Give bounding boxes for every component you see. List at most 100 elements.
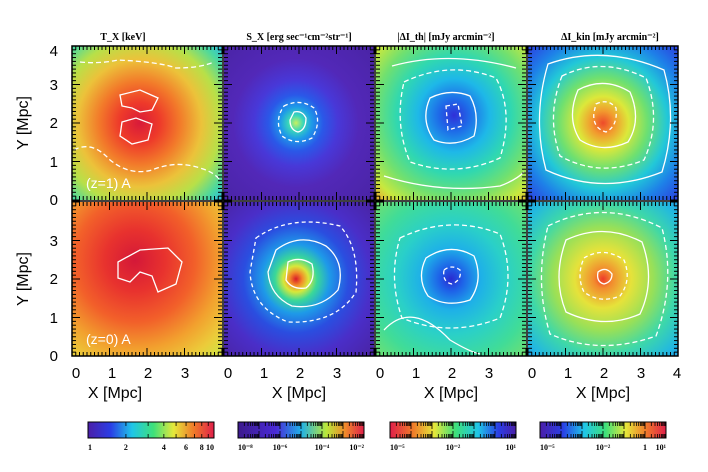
colorbar-tick-label: 10¹ <box>656 443 667 452</box>
contour-line <box>571 82 637 149</box>
x-tick-label: 3 <box>485 365 493 382</box>
panel-surface-brightness-z1 <box>224 46 374 200</box>
x-tick-label: 0 <box>224 365 232 382</box>
x-tick-label: 1 <box>108 365 116 382</box>
contour-line <box>399 69 507 170</box>
contour-line <box>420 248 479 304</box>
x-tick-label: 2 <box>144 365 152 382</box>
colorbar-tick-label: 10⁻² <box>446 443 461 452</box>
y-axis-label-bottom: Y [Mpc] <box>15 252 32 306</box>
x-tick-label: 0 <box>376 365 384 382</box>
panel-temperature-z1 <box>72 46 222 200</box>
contour-line <box>552 65 655 169</box>
colorbar-tick-label: 10⁻⁵ <box>540 443 555 452</box>
colorbar-tick-label: 1 <box>88 443 92 452</box>
x-tick-label: 2 <box>448 365 456 382</box>
panel-temperature-z0 <box>72 202 222 356</box>
x-axis-label: X [Mpc] <box>424 385 478 402</box>
x-tick-label: 3 <box>637 365 645 382</box>
colorbar-tick-label: 10⁻⁵ <box>390 443 405 452</box>
colorbar-tick-label: 8 <box>200 443 204 452</box>
colorbar-tick-label: 10⁻² <box>596 443 611 452</box>
x-tick-label: 4 <box>673 365 681 382</box>
x-tick-label: 2 <box>600 365 608 382</box>
x-tick-label: 0 <box>72 365 80 382</box>
x-tick-label: 1 <box>412 365 420 382</box>
y-tick-label: 3 <box>50 233 58 250</box>
panel-grid <box>72 46 678 356</box>
x-tick-labels: 0 1 2 3 0 1 2 3 0 1 2 3 0 1 2 3 4 <box>72 365 681 382</box>
contour-line <box>119 117 153 145</box>
title-surface-brightness: S_X [erg sec⁻¹cm⁻²str⁻¹] <box>246 32 351 43</box>
colorbar-tick-label: 6 <box>184 443 188 452</box>
contour-line <box>393 224 509 329</box>
y-tick-label: 1 <box>50 154 58 171</box>
y-tick-label: 2 <box>50 115 58 132</box>
contour-line <box>579 251 628 300</box>
x-tick-label: 3 <box>333 365 341 382</box>
annotation-z1: (z=1) A <box>86 175 131 191</box>
contour-line <box>119 89 159 113</box>
colorbar-tick-label: 2 <box>124 443 128 452</box>
y-tick-label: 0 <box>50 192 58 209</box>
panel-thermal-sz-z1 <box>376 46 526 200</box>
contour-line <box>445 103 463 131</box>
y-tick-label: 1 <box>50 310 58 327</box>
x-axis-label: X [Mpc] <box>272 385 326 402</box>
y-tick-label: 3 <box>50 77 58 94</box>
panel-kinetic-sz-z0 <box>528 202 678 356</box>
colorbar-tick-label: 10⁻⁴ <box>315 443 330 452</box>
title-kinetic-sz: ΔI_kin [mJy arcmin⁻²] <box>561 32 659 43</box>
x-tick-label: 2 <box>296 365 304 382</box>
x-tick-label: 1 <box>260 365 268 382</box>
panel-thermal-sz-z0 <box>376 202 526 356</box>
contour-line <box>538 54 672 185</box>
colorbar-temperature <box>87 421 215 439</box>
contour-line <box>443 266 461 285</box>
annotation-z0: (z=0) A <box>86 331 131 347</box>
contour-line <box>117 247 183 293</box>
contour-line <box>383 316 481 355</box>
x-axis-label: X [Mpc] <box>88 385 142 402</box>
panel-borders <box>71 45 679 357</box>
contour-line <box>277 101 319 143</box>
contour-line <box>73 59 221 181</box>
panel-surface-brightness-z0 <box>224 202 374 356</box>
contour-line <box>249 221 358 323</box>
x-axis-labels: X [Mpc] X [Mpc] X [Mpc] X [Mpc] <box>88 385 630 402</box>
colorbar-tick-label: 10⁻⁶ <box>273 443 288 452</box>
tick-marks <box>71 45 679 357</box>
contour-line <box>425 91 477 144</box>
contour-line <box>289 110 307 133</box>
colorbar-tick-label: 1 <box>643 443 647 452</box>
colorbar-tick-label: 10¹ <box>506 443 517 452</box>
y-tick-label: 4 <box>50 43 58 60</box>
title-temperature: T_X [keV] <box>100 32 145 43</box>
contour-line <box>383 57 525 190</box>
title-thermal-sz: |ΔI_th| [mJy arcmin⁻²] <box>397 32 494 43</box>
x-tick-label: 0 <box>528 365 536 382</box>
colorbar-tick-label: 4 <box>162 443 166 452</box>
y-tick-labels: 0 1 2 3 4 0 1 2 3 <box>50 43 58 365</box>
contour-line <box>540 211 669 347</box>
x-tick-label: 3 <box>181 365 189 382</box>
column-titles: T_X [keV] S_X [erg sec⁻¹cm⁻²str⁻¹] |ΔI_t… <box>100 32 658 43</box>
contour-line <box>596 268 613 285</box>
contour-line <box>593 101 617 133</box>
panel-kinetic-sz-z1 <box>528 46 678 200</box>
y-tick-label: 0 <box>50 348 58 365</box>
y-tick-label: 2 <box>50 271 58 288</box>
colorbar-tick-label: 10⁻⁸ <box>238 443 253 452</box>
x-tick-label: 1 <box>564 365 572 382</box>
y-axis-label-top: Y [Mpc] <box>15 96 32 150</box>
colorbars <box>87 421 667 439</box>
x-axis-label: X [Mpc] <box>576 385 630 402</box>
contour-line <box>267 239 341 308</box>
contour-line <box>285 258 314 289</box>
colorbar-tick-label: 10 <box>206 443 214 452</box>
colorbar-ticks: 1 2 4 6 8 10 10⁻⁸ 10⁻⁶ 10⁻⁴ 10⁻² 10⁻⁵ 10⁻² 10¹ 10⁻⁵ 10… <box>87 422 667 452</box>
colorbar-tick-label: 10⁻² <box>349 443 364 452</box>
contours <box>73 54 672 355</box>
contour-line <box>558 230 650 323</box>
